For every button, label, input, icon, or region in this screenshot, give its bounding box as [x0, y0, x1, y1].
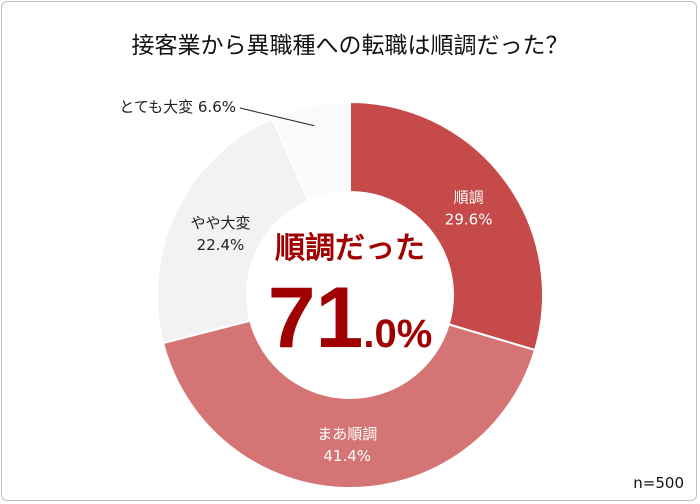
slice-value: 29.6% — [445, 211, 493, 229]
slice-2 — [161, 319, 537, 489]
slice-label: やや大変 — [190, 214, 250, 232]
slice-value: 22.4% — [197, 236, 245, 254]
sample-size: n=500 — [633, 474, 684, 492]
center-label: 順調だった — [275, 231, 425, 266]
slice-1 — [349, 100, 544, 352]
center-value: 71.0% — [268, 270, 433, 366]
slice-label: 順調 — [454, 189, 484, 207]
chart-title: 接客業から異職種への転職は順調だった？ — [131, 33, 569, 59]
slice-3 — [156, 117, 310, 345]
leader-line — [239, 107, 315, 127]
slice-label: まあ順調 — [317, 425, 377, 443]
slice-label: とても大変 6.6% — [119, 98, 236, 116]
slice-value: 41.4% — [323, 447, 371, 465]
slice-4 — [270, 100, 351, 203]
